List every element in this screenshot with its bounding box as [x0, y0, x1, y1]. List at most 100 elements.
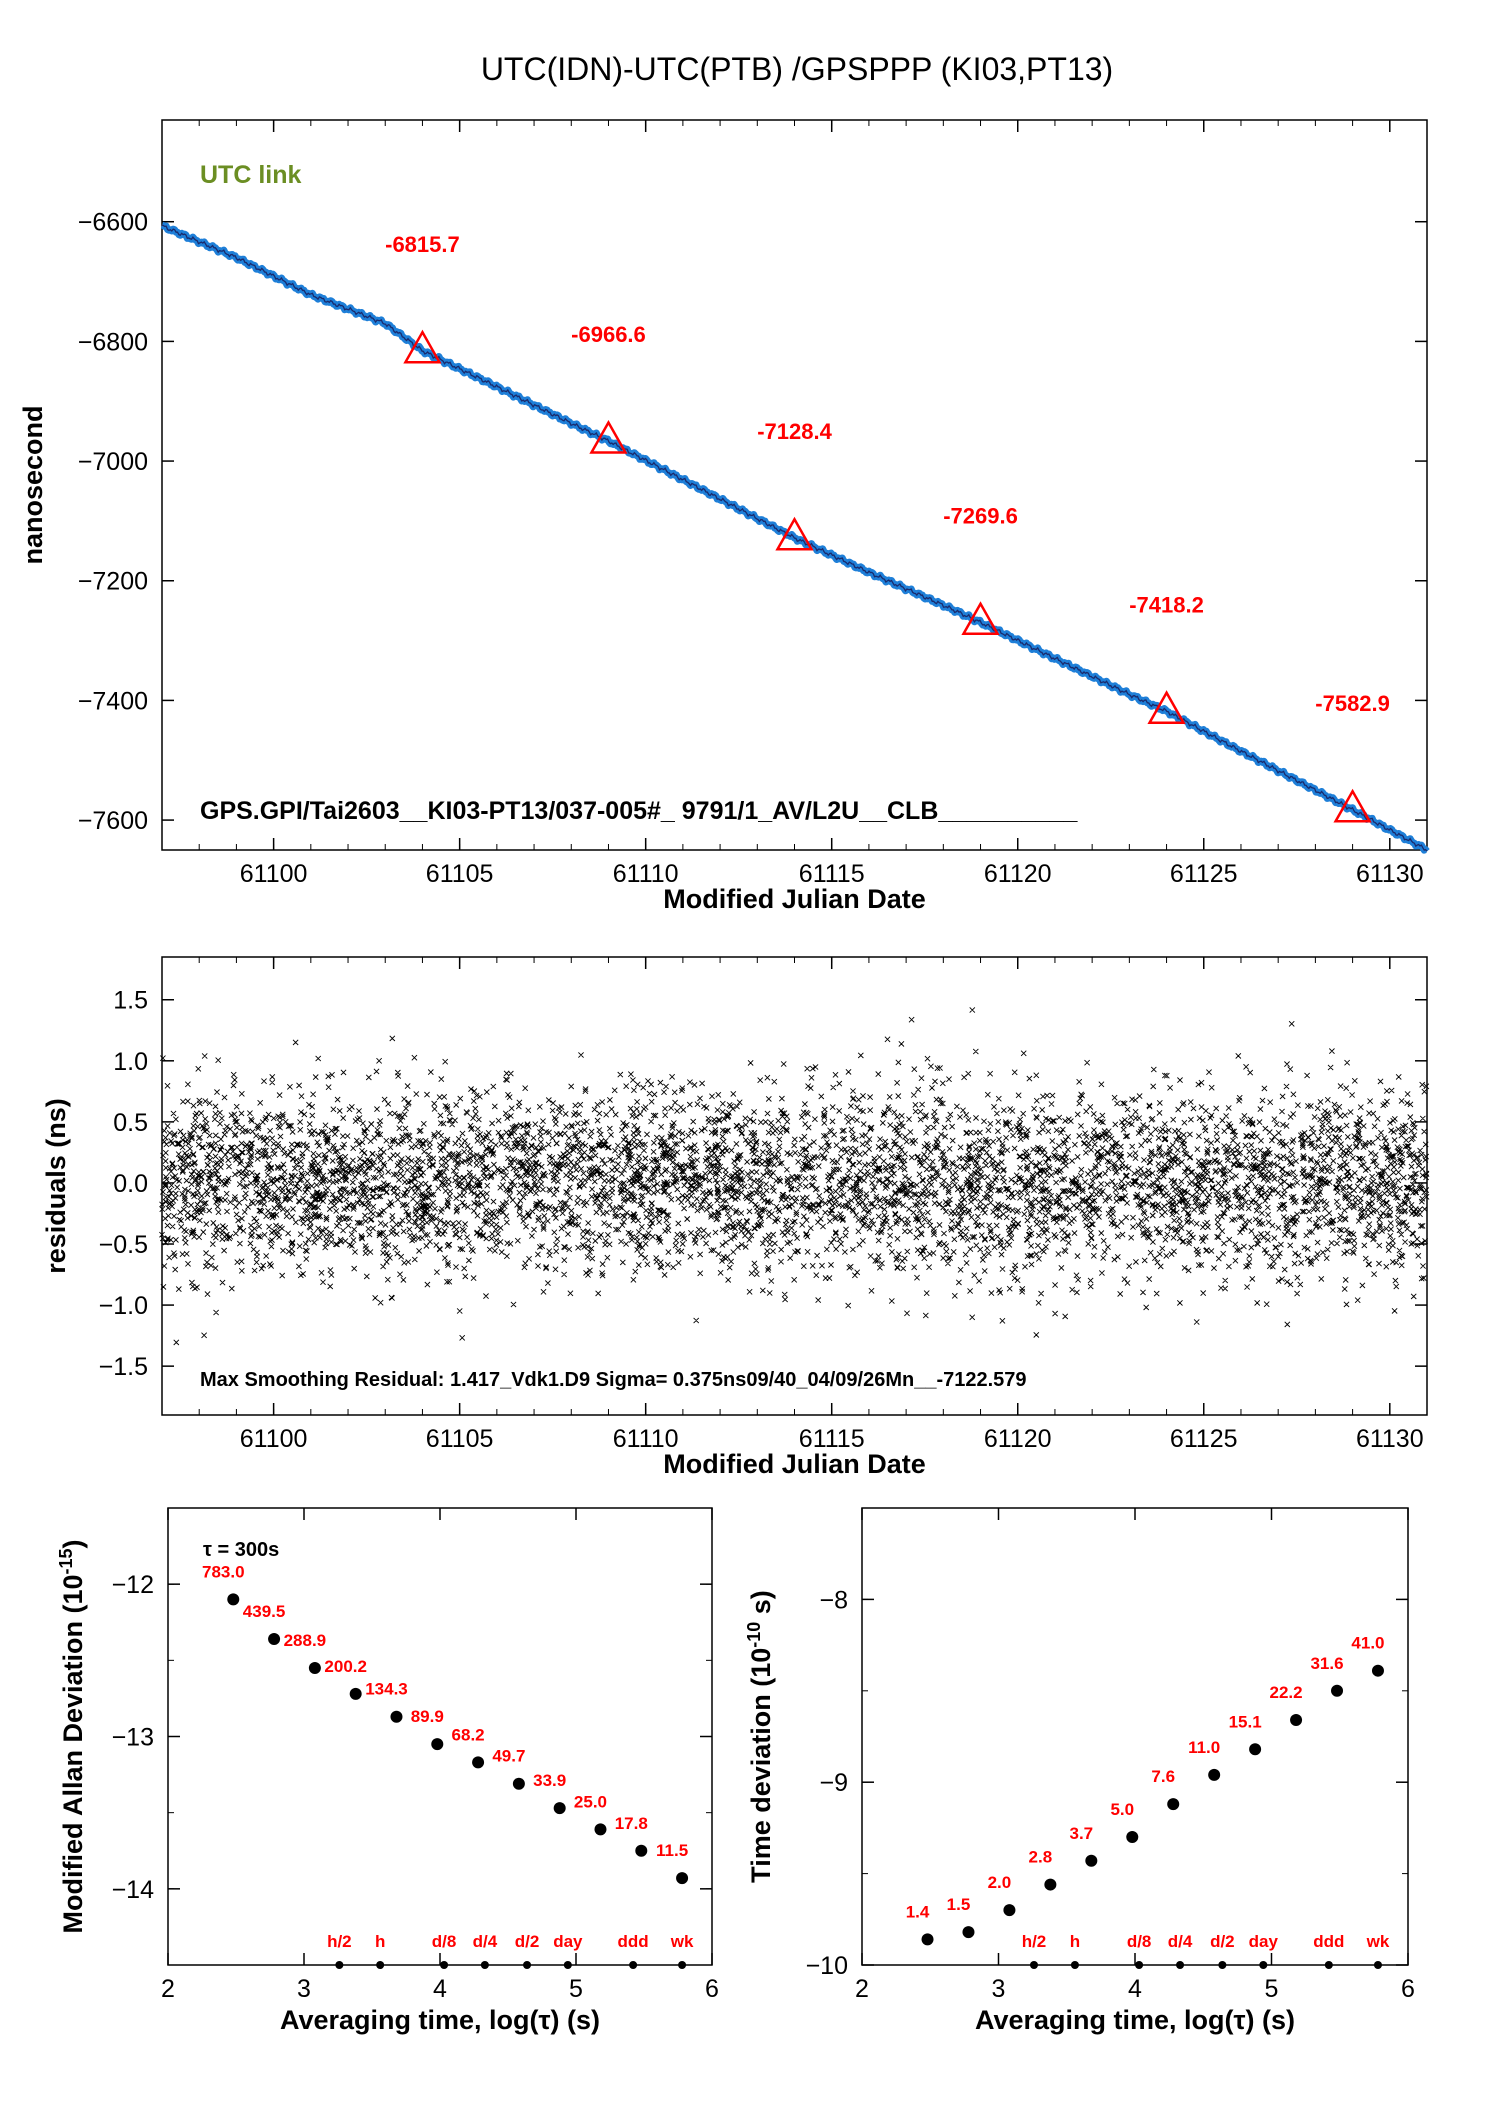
- x-tick-label: 61125: [1170, 860, 1238, 888]
- x-tick-label: 2: [161, 1975, 175, 2003]
- tau0-label: τ = 300s: [203, 1539, 279, 1561]
- marker-value-label: -6815.7: [385, 232, 460, 257]
- tdev-chart: 2 3 4 5 6 −8 −9 −10 1.4 1.5 2.0 2.8 3.7 5.0 7.6 11.0 15.…: [744, 1507, 1415, 2035]
- y-tick-label: −7200: [78, 568, 148, 596]
- deviation-value-label: 5.0: [1110, 1800, 1134, 1819]
- time-mark-label: d/8: [432, 1932, 457, 1951]
- time-mark-dot: [376, 1961, 385, 1969]
- time-mark-dot: [480, 1961, 489, 1969]
- x-tick-label: 61115: [799, 860, 865, 888]
- time-mark-label: h: [1070, 1932, 1080, 1951]
- time-mark-label: d/2: [1210, 1932, 1235, 1951]
- y-tick-label: 0.5: [113, 1109, 148, 1137]
- y-tick-label: −13: [112, 1724, 154, 1752]
- time-mark-label: ddd: [618, 1932, 649, 1951]
- deviation-value-label: 11.5: [656, 1841, 688, 1860]
- marker-value-label: -6966.6: [571, 322, 646, 347]
- plot-frame: [161, 119, 1428, 851]
- y-axis-label: residuals (ns): [41, 1098, 71, 1274]
- y-tick-label: −8: [819, 1586, 848, 1614]
- x-tick-label: 4: [433, 1975, 447, 2003]
- time-mark-label: wk: [670, 1932, 694, 1951]
- triangle-marker: [1147, 690, 1186, 724]
- deviation-point: [308, 1661, 321, 1674]
- deviation-value-label: 25.0: [574, 1792, 607, 1811]
- deviation-point: [1126, 1831, 1139, 1844]
- link-info-label: GPS.GPI/Tai2603__KI03-PT13/037-005#_ 979…: [200, 797, 1079, 825]
- deviation-value-label: 2.0: [988, 1873, 1012, 1892]
- time-mark-label: day: [553, 1932, 583, 1951]
- y-tick-label: −1.0: [99, 1292, 148, 1320]
- x-axis-label: Averaging time, log(τ) (s): [280, 2005, 600, 2035]
- x-tick-label: 6: [1401, 1975, 1415, 2003]
- time-mark-dot: [678, 1961, 687, 1969]
- triangle-marker: [1333, 788, 1372, 823]
- x-tick-label: 61125: [1170, 1425, 1238, 1453]
- time-mark-dot: [1259, 1961, 1268, 1969]
- deviation-value-label: 200.2: [324, 1657, 367, 1676]
- y-axis-label: nanosecond: [18, 405, 48, 564]
- x-tick-label: 61100: [240, 860, 308, 888]
- y-tick-label: −0.5: [99, 1231, 148, 1259]
- x-tick-label: 61100: [240, 1425, 308, 1453]
- time-mark-label: ddd: [1313, 1932, 1344, 1951]
- deviation-point: [431, 1738, 444, 1751]
- deviation-point: [1085, 1854, 1098, 1867]
- time-mark-label: d/8: [1127, 1932, 1152, 1951]
- x-tick-label: 61105: [426, 1425, 494, 1453]
- time-mark-dot: [1324, 1961, 1333, 1969]
- page-title: UTC(IDN)-UTC(PTB) /GPSPPP (KI03,PT13): [481, 51, 1113, 87]
- deviation-point: [594, 1823, 607, 1836]
- deviation-value-label: 68.2: [452, 1725, 485, 1744]
- y-tick-label: −1.5: [99, 1353, 148, 1381]
- deviation-value-label: 89.9: [411, 1707, 444, 1726]
- deviation-point: [1003, 1904, 1016, 1917]
- y-axis-label: Time deviation (10-10 s): [744, 1590, 776, 1883]
- x-tick-label: 3: [297, 1975, 311, 2003]
- time-mark-label: day: [1249, 1932, 1279, 1951]
- plot-frame: [167, 1507, 713, 1966]
- residual-points: [159, 1007, 1430, 1346]
- triangle-marker: [961, 601, 1000, 636]
- deviation-point: [1208, 1768, 1221, 1781]
- deviation-point: [1290, 1714, 1303, 1727]
- deviation-point: [1044, 1878, 1057, 1891]
- deviation-value-label: 1.5: [947, 1895, 971, 1914]
- deviation-point: [227, 1593, 240, 1606]
- triangle-marker: [589, 419, 628, 454]
- marker-value-label: -7418.2: [1129, 592, 1204, 617]
- x-tick-label: 61130: [1356, 1425, 1424, 1453]
- y-tick-label: −10: [806, 1952, 848, 1980]
- x-tick-label: 61120: [984, 1425, 1052, 1453]
- time-mark-label: wk: [1366, 1932, 1390, 1951]
- x-tick-label: 61110: [613, 860, 679, 888]
- residual-info-label: Max Smoothing Residual: 1.417_Vdk1.D9 Si…: [200, 1369, 1027, 1391]
- time-mark-label: d/4: [473, 1932, 498, 1951]
- deviation-value-label: 31.6: [1310, 1654, 1343, 1673]
- deviation-value-label: 1.4: [906, 1902, 930, 1921]
- deviation-value-label: 41.0: [1351, 1634, 1384, 1653]
- link-chart: 61100 61105 61110 61115 61120 61125 61130 −6600…: [18, 119, 1430, 914]
- link-label: UTC link: [200, 161, 301, 189]
- deviation-point: [962, 1926, 975, 1939]
- deviation-value-label: 2.8: [1029, 1848, 1053, 1867]
- link-series-core: [161, 224, 1428, 852]
- x-tick-label: 61105: [426, 860, 494, 888]
- y-tick-label: 0.0: [113, 1170, 148, 1198]
- x-tick-label: 4: [1128, 1975, 1142, 2003]
- x-tick-label: 61130: [1356, 860, 1424, 888]
- y-tick-label: −14: [112, 1876, 155, 1904]
- x-tick-label: 3: [992, 1975, 1006, 2003]
- deviation-point: [472, 1756, 485, 1769]
- deviation-point: [1331, 1684, 1344, 1697]
- deviation-point: [1249, 1743, 1262, 1756]
- deviation-value-label: 3.7: [1069, 1824, 1093, 1843]
- x-axis-label: Modified Julian Date: [663, 884, 926, 914]
- deviation-point: [635, 1844, 648, 1857]
- y-tick-label: −7000: [78, 448, 148, 476]
- time-mark-dot: [1218, 1961, 1227, 1969]
- time-mark-dot: [523, 1961, 532, 1969]
- x-tick-label: 5: [1265, 1975, 1279, 2003]
- mdev-chart: 2 3 4 5 6 −12 −13 −14 783.0 439.5 288.9 200.2 134.38…: [56, 1507, 719, 2035]
